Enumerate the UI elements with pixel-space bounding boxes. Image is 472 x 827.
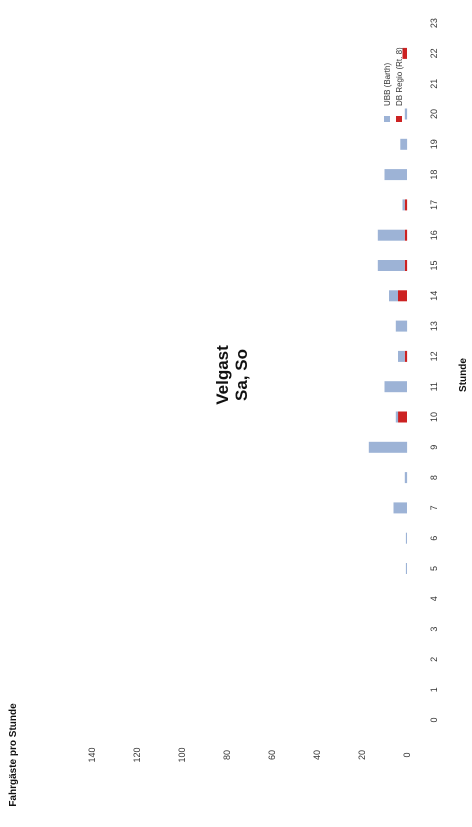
x-tick-label: 2 bbox=[429, 657, 439, 662]
x-axis-label: Stunde bbox=[458, 358, 469, 392]
y-tick-label: 120 bbox=[132, 747, 142, 762]
x-tick-label: 21 bbox=[429, 79, 439, 89]
bar-segment bbox=[404, 199, 408, 211]
x-tick-label: 9 bbox=[429, 445, 439, 450]
x-tick-label: 1 bbox=[429, 687, 439, 692]
x-tick-label: 18 bbox=[429, 170, 439, 180]
bar-segment bbox=[368, 441, 408, 453]
x-tick-label: 10 bbox=[429, 412, 439, 422]
legend-label: UBB (Barth) bbox=[383, 63, 392, 106]
bar-segment bbox=[393, 502, 407, 514]
x-tick-label: 6 bbox=[429, 536, 439, 541]
x-tick-label: 23 bbox=[429, 18, 439, 28]
bar-segment bbox=[395, 411, 399, 423]
bar-segment bbox=[405, 532, 407, 544]
bar-segment bbox=[400, 138, 408, 150]
bar-segment bbox=[404, 108, 408, 120]
bar-segment bbox=[405, 563, 407, 574]
y-tick-label: 80 bbox=[222, 750, 232, 760]
y-tick-label: 0 bbox=[402, 752, 412, 757]
x-tick-label: 11 bbox=[429, 382, 439, 391]
x-tick-label: 22 bbox=[429, 48, 439, 58]
y-tick-label: 100 bbox=[177, 747, 187, 762]
bar-segment bbox=[404, 229, 408, 241]
y-tick-label: 40 bbox=[312, 750, 322, 760]
chart-title-line2: Sa, So bbox=[232, 349, 251, 401]
y-tick-label: 140 bbox=[87, 747, 97, 762]
x-tick-label: 16 bbox=[429, 230, 439, 240]
x-tick-label: 4 bbox=[429, 596, 439, 601]
bars bbox=[368, 47, 408, 574]
bar-segment bbox=[384, 169, 407, 181]
bar-segment bbox=[404, 260, 408, 271]
bar-segment bbox=[398, 290, 407, 302]
legend-swatch bbox=[396, 116, 402, 122]
y-axis-ticks: 0 20 40 60 80 100 120 140 bbox=[87, 747, 412, 762]
x-tick-label: 7 bbox=[429, 505, 439, 510]
bar-segment bbox=[398, 350, 405, 362]
x-tick-label: 3 bbox=[429, 627, 439, 632]
x-tick-label: 17 bbox=[429, 200, 439, 210]
legend-label: DB Regio (Rt. 8) bbox=[395, 47, 404, 106]
x-tick-label: 14 bbox=[429, 291, 439, 301]
chart-title-line1: Velgast bbox=[213, 345, 232, 405]
x-tick-label: 12 bbox=[429, 351, 439, 361]
y-axis-label: Fahrgäste pro Stunde bbox=[8, 703, 19, 807]
y-tick-label: 60 bbox=[267, 750, 277, 760]
bar-segment bbox=[398, 411, 407, 423]
legend-swatch bbox=[384, 116, 390, 122]
bar-segment bbox=[384, 381, 407, 393]
bar-segment bbox=[404, 350, 408, 362]
x-tick-label: 5 bbox=[429, 566, 439, 571]
y-tick-label: 20 bbox=[357, 750, 367, 760]
bar-segment bbox=[377, 260, 405, 271]
x-tick-label: 15 bbox=[429, 260, 439, 270]
bar-segment bbox=[377, 229, 405, 241]
bar-segment bbox=[389, 290, 398, 302]
x-tick-label: 20 bbox=[429, 109, 439, 119]
bar-segment bbox=[395, 320, 408, 332]
legend: UBB (Barth) DB Regio (Rt. 8) bbox=[383, 47, 404, 122]
x-tick-label: 19 bbox=[429, 139, 439, 149]
bar-segment bbox=[402, 199, 405, 211]
x-tick-label: 13 bbox=[429, 321, 439, 331]
x-tick-label: 8 bbox=[429, 475, 439, 480]
bar-segment bbox=[402, 47, 407, 59]
x-tick-label: 0 bbox=[429, 717, 439, 722]
bar-segment bbox=[404, 472, 408, 484]
